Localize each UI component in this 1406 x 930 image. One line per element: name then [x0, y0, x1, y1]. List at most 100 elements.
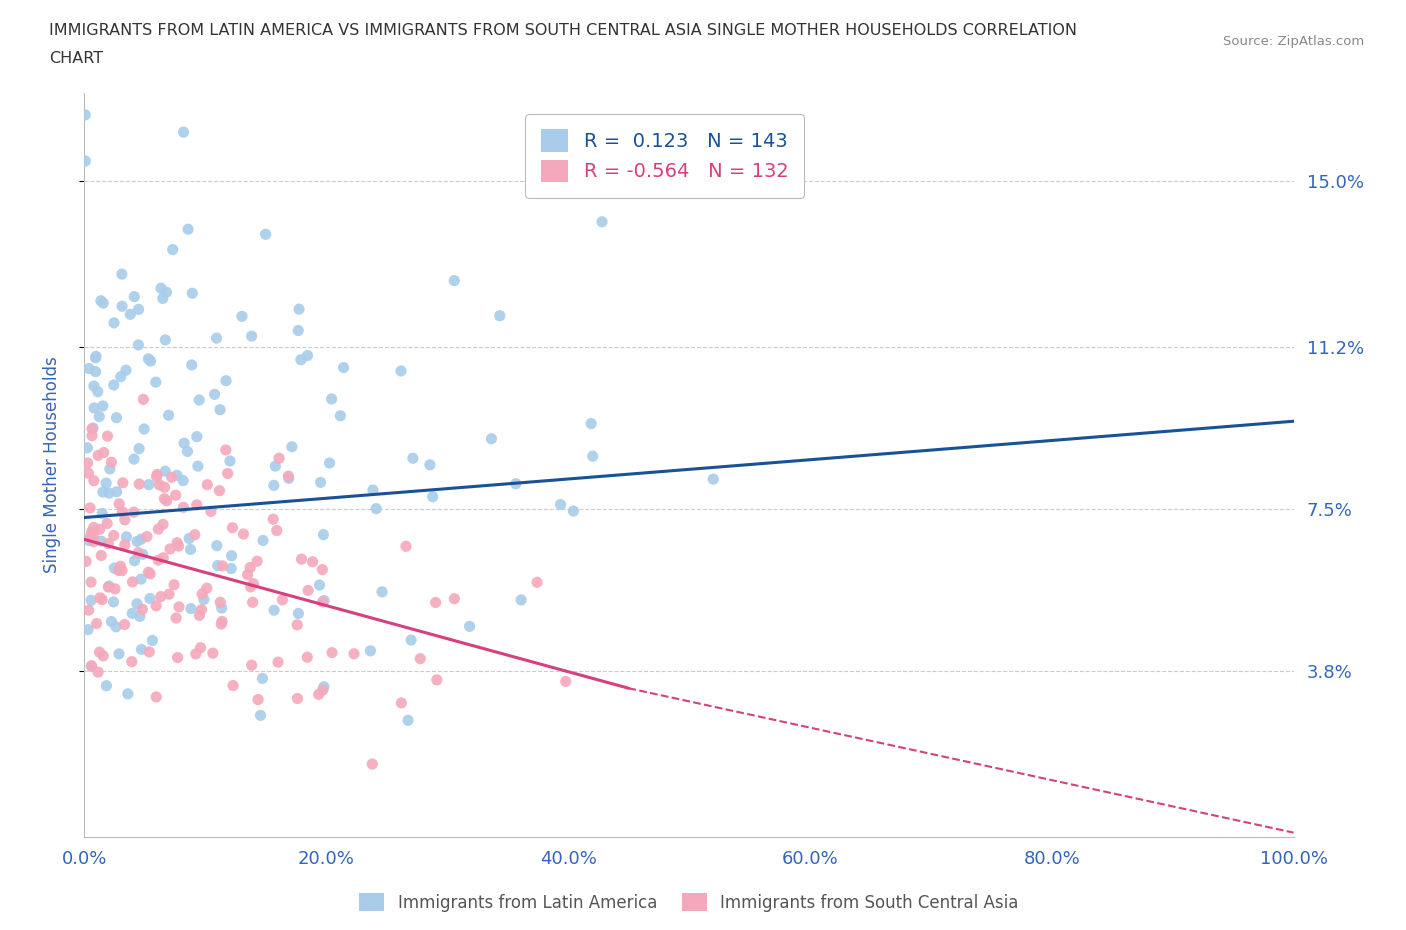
Point	[579, 416, 602, 431]
Point	[98, 578, 121, 593]
Point	[90, 293, 112, 308]
Point	[79, 528, 101, 543]
Point	[80, 659, 103, 674]
Point	[121, 606, 143, 621]
Point	[422, 489, 444, 504]
Point	[215, 443, 238, 458]
Point	[125, 534, 148, 549]
Point	[86, 616, 108, 631]
Point	[145, 470, 167, 485]
Point	[84, 351, 107, 365]
Point	[166, 536, 188, 551]
Point	[582, 449, 605, 464]
Point	[120, 307, 142, 322]
Point	[80, 428, 103, 443]
Point	[219, 454, 242, 469]
Point	[267, 655, 290, 670]
Point	[209, 403, 232, 418]
Point	[124, 289, 146, 304]
Point	[97, 579, 120, 594]
Point	[103, 378, 125, 392]
Point	[117, 686, 139, 701]
Point	[312, 679, 335, 694]
Point	[91, 398, 114, 413]
Point	[76, 456, 98, 471]
Point	[166, 468, 188, 483]
Point	[591, 214, 613, 229]
Point	[91, 648, 114, 663]
Point	[219, 561, 242, 576]
Point	[132, 392, 155, 406]
Point	[252, 533, 274, 548]
Point	[159, 541, 181, 556]
Point	[105, 619, 128, 634]
Point	[131, 602, 153, 617]
Point	[155, 332, 177, 347]
Point	[389, 364, 412, 379]
Point	[83, 401, 105, 416]
Point	[83, 473, 105, 488]
Point	[79, 500, 101, 515]
Point	[209, 595, 232, 610]
Point	[82, 529, 104, 544]
Point	[288, 301, 311, 316]
Point	[311, 562, 333, 577]
Point	[91, 485, 114, 499]
Point	[107, 563, 129, 578]
Point	[231, 309, 253, 324]
Point	[125, 596, 148, 611]
Point	[389, 696, 412, 711]
Point	[166, 650, 188, 665]
Point	[297, 583, 319, 598]
Point	[84, 365, 107, 379]
Point	[399, 632, 422, 647]
Point	[264, 458, 287, 473]
Point	[131, 532, 153, 547]
Point	[263, 603, 285, 618]
Point	[402, 451, 425, 466]
Point	[87, 384, 110, 399]
Point	[222, 678, 245, 693]
Point	[239, 579, 262, 594]
Point	[76, 441, 98, 456]
Point	[145, 375, 167, 390]
Point	[127, 545, 149, 560]
Point	[152, 291, 174, 306]
Point	[80, 525, 103, 539]
Point	[562, 504, 585, 519]
Point	[104, 581, 127, 596]
Point	[205, 331, 228, 346]
Point	[110, 559, 132, 574]
Point	[153, 480, 176, 495]
Point	[252, 671, 274, 685]
Point	[105, 485, 128, 499]
Point	[211, 559, 233, 574]
Point	[80, 658, 103, 673]
Point	[152, 517, 174, 532]
Point	[96, 429, 118, 444]
Point	[297, 348, 319, 363]
Point	[79, 533, 101, 548]
Point	[75, 108, 97, 123]
Point	[128, 476, 150, 491]
Point	[75, 554, 97, 569]
Point	[240, 328, 263, 343]
Point	[167, 538, 190, 553]
Point	[84, 349, 107, 364]
Point	[156, 493, 179, 508]
Point	[195, 580, 218, 595]
Point	[254, 227, 277, 242]
Point	[205, 538, 228, 553]
Point	[90, 548, 112, 563]
Point	[80, 592, 103, 607]
Point	[87, 448, 110, 463]
Point	[138, 565, 160, 579]
Point	[108, 646, 131, 661]
Point	[311, 594, 333, 609]
Point	[157, 587, 180, 602]
Point	[153, 491, 176, 506]
Point	[426, 672, 449, 687]
Point	[188, 608, 211, 623]
Point	[184, 527, 207, 542]
Point	[93, 445, 115, 460]
